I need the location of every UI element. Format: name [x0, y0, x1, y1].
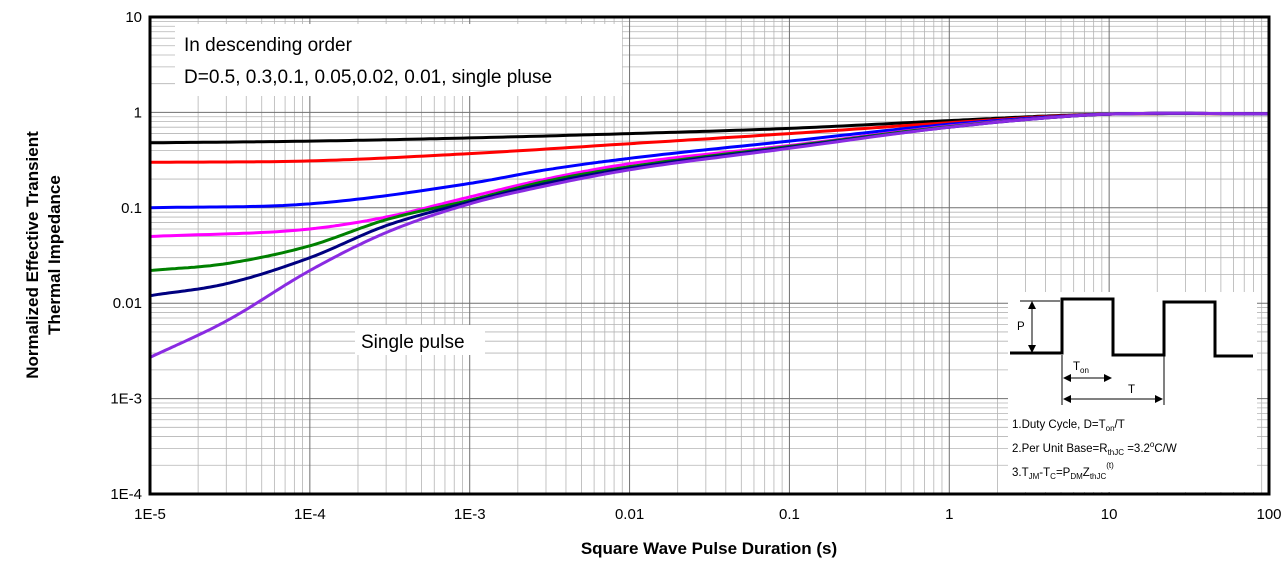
single-pulse-label-box [355, 325, 485, 355]
y-tick-labels: 1E-4 1E-3 0.01 0.1 1 10 [110, 9, 142, 503]
inset-note-3: 3.TJM-TC=PDMZthJC(t) [1012, 461, 1114, 481]
p-arrow-head-bottom [1028, 345, 1036, 353]
y-axis-title-line2: Thermal Impedance [45, 175, 64, 335]
curves [149, 111, 1269, 359]
legend-note-line2: D=0.5, 0.3,0.1, 0.05,0.02, 0.01, single … [184, 67, 552, 88]
ton-arrow-left [1063, 374, 1071, 382]
x-tick-label: 0.01 [615, 506, 644, 523]
legend-note-box [175, 24, 622, 96]
y-tick-label: 0.1 [121, 200, 142, 217]
inset-t-label: T [1128, 384, 1135, 396]
y-tick-label: 0.01 [113, 295, 142, 312]
single-pulse-label: Single pulse [361, 332, 465, 353]
duty-cycle-inset: P Ton T 1.Duty Cycle, D=Ton/T 2.Per Unit… [1008, 292, 1257, 492]
x-tick-label: 1E-5 [134, 506, 166, 523]
curve-series-4 [149, 111, 1269, 272]
x-tick-label: 0.1 [779, 506, 800, 523]
inset-ton-label: Ton [1073, 361, 1089, 375]
y-tick-label: 1E-3 [110, 391, 142, 408]
x-tick-label: 1E-4 [294, 506, 326, 523]
x-tick-label: 10 [1101, 506, 1118, 523]
t-arrow-left [1063, 395, 1071, 403]
legend-note-line1: In descending order [184, 35, 353, 56]
y-axis-title-line1: Normalized Effective Transient [23, 131, 42, 379]
inset-p-label: P [1017, 321, 1025, 333]
y-tick-label: 10 [125, 9, 142, 26]
p-arrow-head-top [1028, 301, 1036, 309]
y-tick-label: 1E-4 [110, 486, 142, 503]
pulse-waveform [1010, 297, 1253, 358]
inset-note-2: 2.Per Unit Base=RthJC =3.2oC/W [1012, 440, 1177, 457]
x-tick-label: 1E-3 [454, 506, 486, 523]
ton-arrow-right [1104, 374, 1112, 382]
x-axis-title: Square Wave Pulse Duration (s) [581, 539, 837, 558]
plot-frame [148, 15, 1271, 496]
inset-note-1: 1.Duty Cycle, D=Ton/T [1012, 419, 1125, 433]
x-tick-labels: 1E-5 1E-4 1E-3 0.01 0.1 1 10 100 [134, 506, 1281, 523]
minor-grid [150, 17, 1269, 494]
x-tick-label: 100 [1256, 506, 1281, 523]
t-arrow-right [1155, 395, 1163, 403]
curve-series-6 [149, 111, 1269, 359]
x-tick-label: 1 [945, 506, 953, 523]
y-tick-label: 1 [134, 104, 142, 121]
